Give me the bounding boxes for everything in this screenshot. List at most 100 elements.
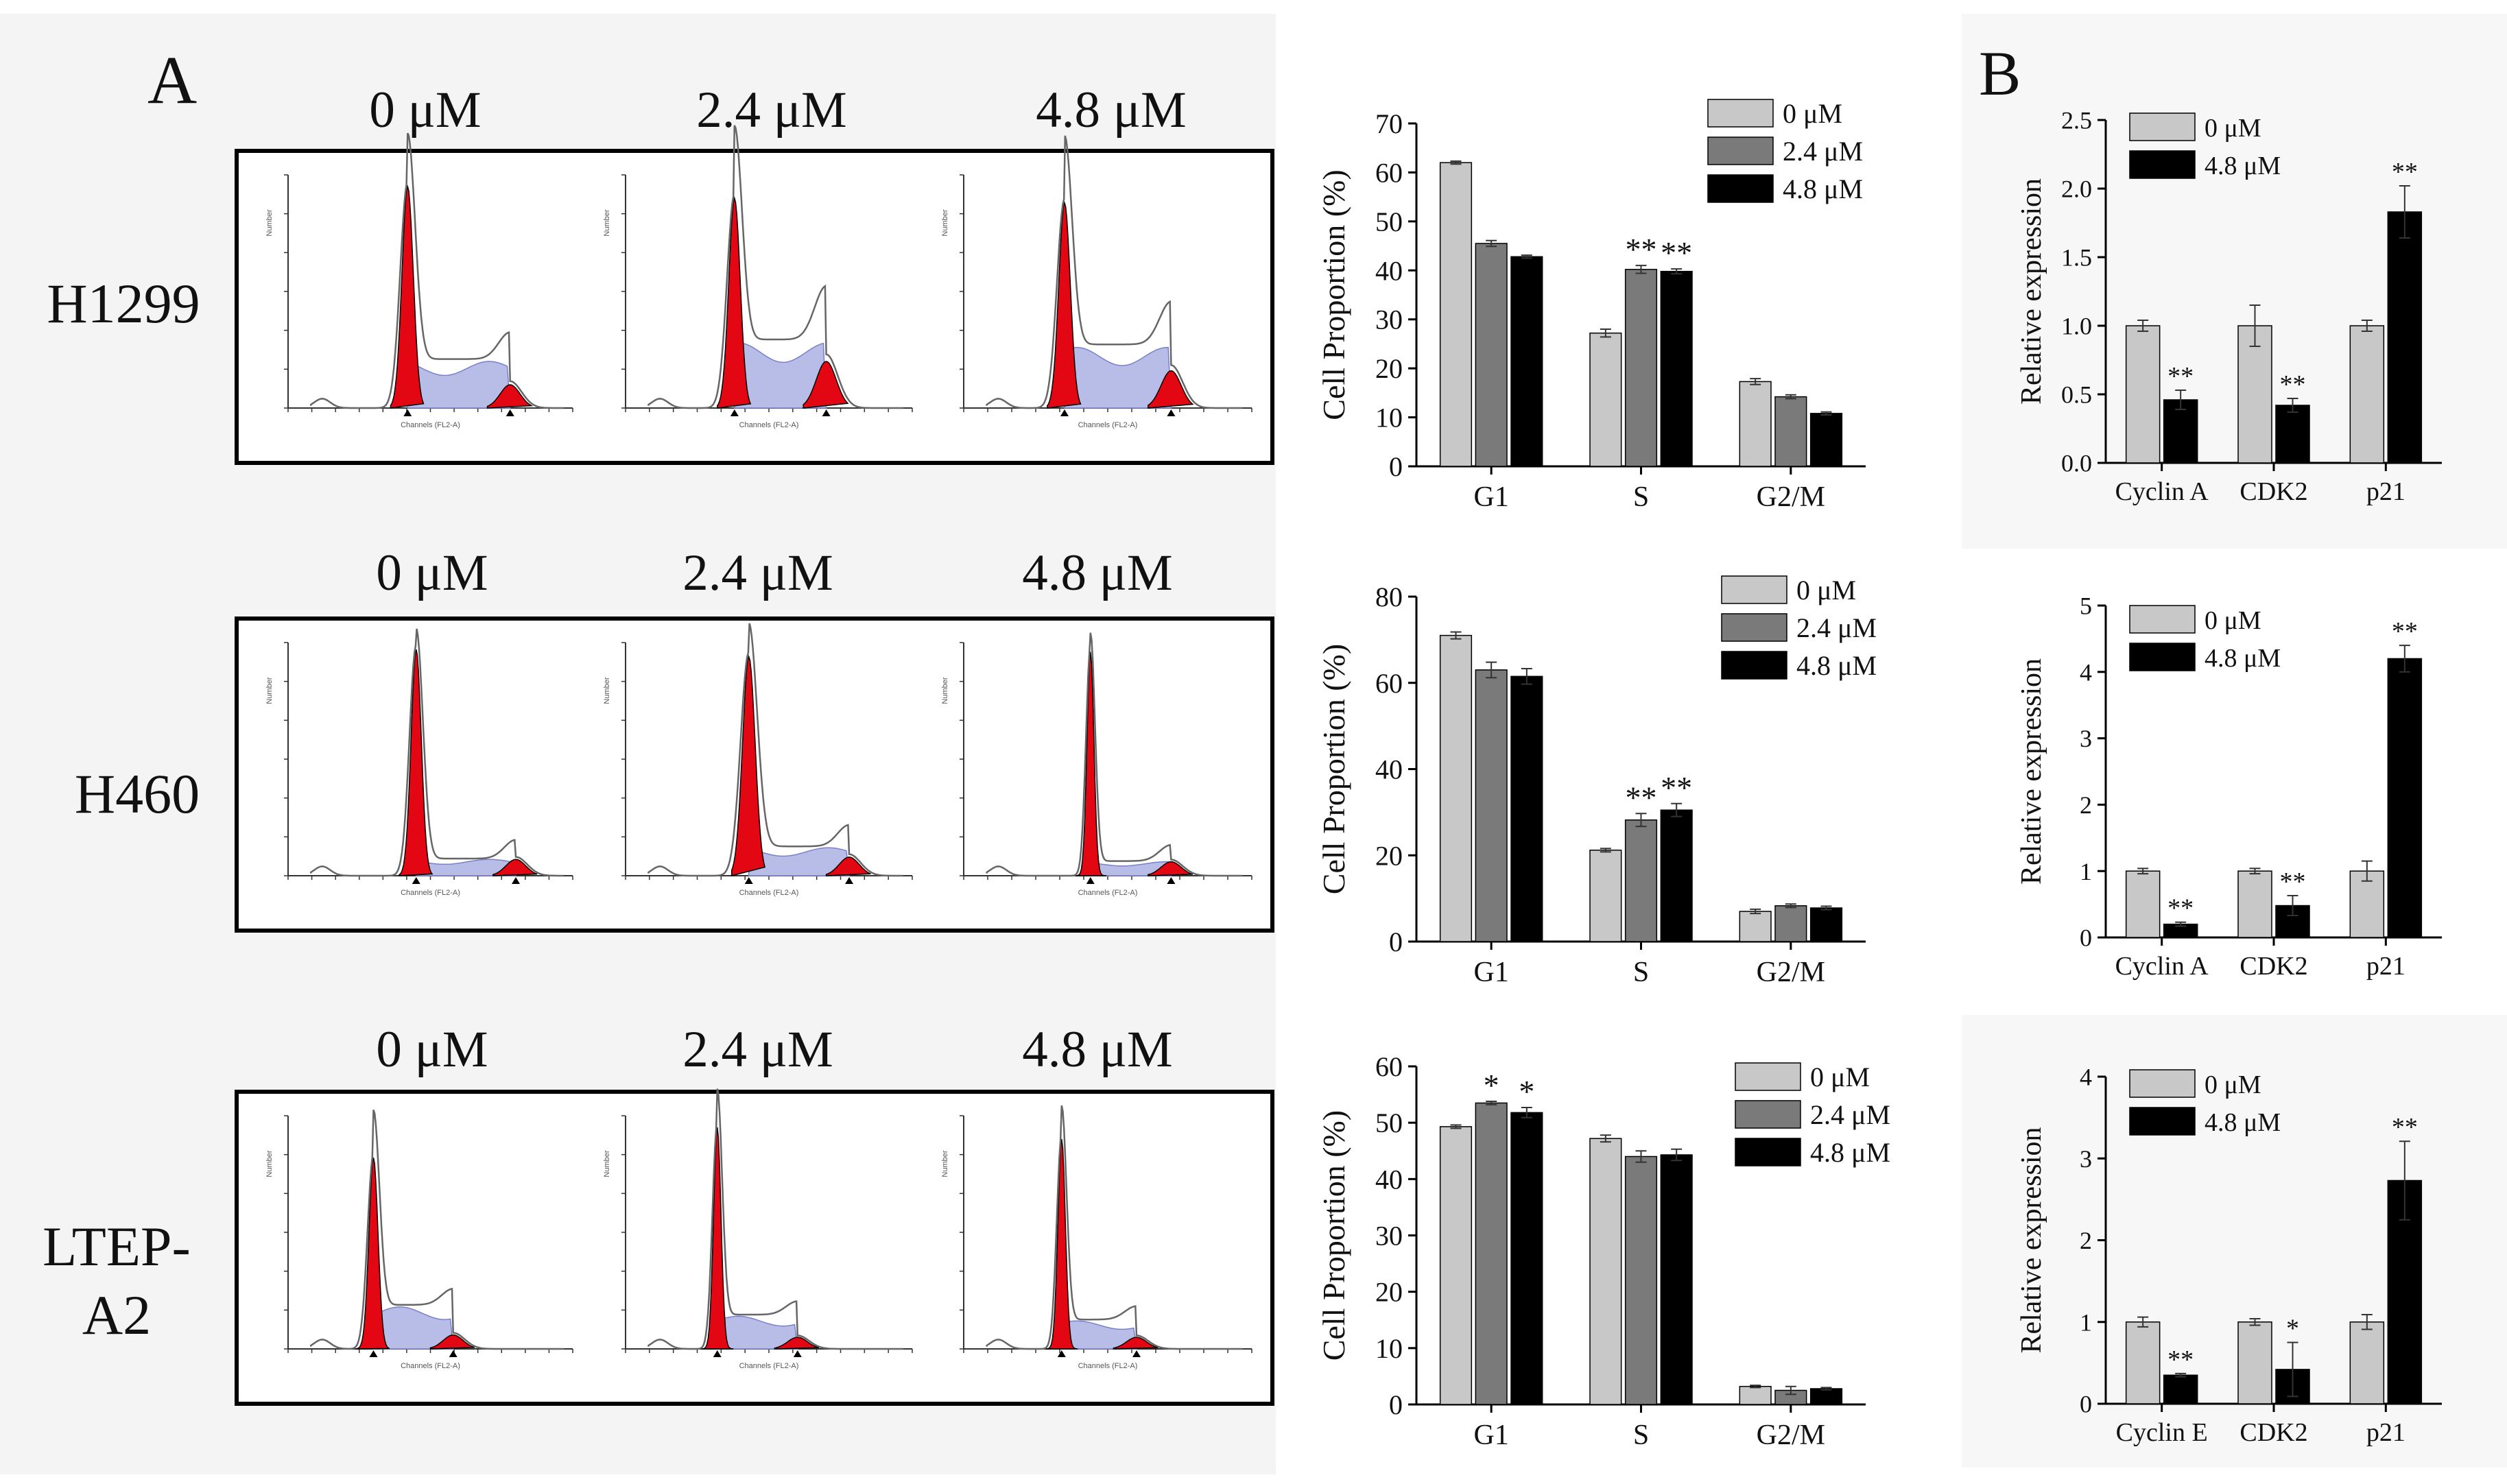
dose-header-4-8: 4.8 μM: [1036, 82, 1186, 139]
cell-cycle-chart: 0 20 40 60 80 Cell Proportion (%) G1 S ** ** G2/M 0…: [1316, 575, 1877, 988]
legend-label: 4.8 μM: [2205, 1108, 2281, 1137]
flow-peak-marker: [506, 409, 514, 416]
significance-mark: *: [1484, 1068, 1499, 1103]
legend-label: 0 μM: [2205, 114, 2261, 143]
flow-g1-peak: [730, 654, 765, 876]
y-tick-label: 1: [2080, 1308, 2092, 1336]
significance-mark: **: [2167, 1345, 2194, 1374]
legend-label: 0 μM: [1796, 575, 1856, 606]
flow-peak-marker: [845, 877, 854, 884]
bar: [2237, 1321, 2272, 1404]
y-tick-label: 3: [2080, 1145, 2092, 1173]
dose-header-4-8: 4.8 μM: [1022, 544, 1172, 601]
y-axis-label: Relative expression: [2016, 658, 2047, 885]
flow-g1-peak: [399, 649, 433, 876]
y-tick-label: 2: [2080, 1227, 2092, 1254]
dose-header-0: 0 μM: [376, 544, 488, 601]
flow-g2-peak: [429, 1334, 475, 1350]
flow-s-phase-area: [407, 361, 511, 409]
legend-label: 2.4 μM: [1796, 612, 1877, 643]
category-label: S: [1633, 957, 1649, 988]
y-tick-label: 0: [2080, 1391, 2092, 1418]
y-tick-label: 1.0: [2061, 313, 2092, 340]
flow-x-axis-label: Channels (FL2-A): [739, 889, 799, 897]
flow-y-axis-label: Number: [941, 209, 949, 236]
bar: [1809, 413, 1843, 467]
flow-s-phase-area: [717, 1315, 798, 1350]
y-tick-label: 0.5: [2061, 381, 2092, 409]
category-label: G2/M: [1757, 957, 1825, 988]
flow-histogram: Channels (FL2-A) Number: [941, 632, 1252, 897]
bar: [2237, 870, 2272, 938]
dose-header-2-4: 2.4 μM: [682, 544, 833, 601]
category-label: G2/M: [1757, 1420, 1825, 1451]
flow-x-axis-label: Channels (FL2-A): [401, 889, 460, 897]
flow-g1-peak: [1073, 651, 1107, 876]
bar: [2125, 1321, 2161, 1404]
bar: [1660, 1154, 1693, 1405]
flow-s-phase-area: [372, 1306, 454, 1350]
flow-x-axis-label: Channels (FL2-A): [1078, 889, 1138, 897]
legend-label: 4.8 μM: [1796, 650, 1877, 681]
bar: [2349, 325, 2385, 464]
flow-row-frame: [235, 1090, 1274, 1406]
legend-label: 4.8 μM: [2205, 152, 2281, 180]
bar: [2387, 211, 2423, 464]
flow-peak-marker: [369, 1350, 378, 1357]
flow-peak-marker: [412, 877, 420, 884]
bar: [2387, 658, 2423, 938]
y-tick-label: 60: [1375, 1051, 1403, 1082]
category-label: S: [1633, 481, 1649, 513]
panel-label-a: A: [147, 42, 197, 118]
category-label: G1: [1473, 957, 1508, 988]
flow-x-axis-label: Channels (FL2-A): [739, 421, 799, 429]
bar: [2275, 405, 2310, 464]
bar: [1439, 634, 1473, 942]
relative-expression-chart: 0 1 2 3 4 Relative expression Cyclin E ** CDK2 * p…: [2016, 1064, 2442, 1447]
significance-mark: **: [1626, 780, 1657, 815]
flow-peak-marker: [403, 409, 412, 416]
significance-mark: **: [2392, 617, 2418, 646]
legend-swatch: [2129, 1107, 2196, 1136]
bar: [1739, 1385, 1772, 1405]
category-label: G1: [1473, 481, 1508, 513]
flow-peak-marker: [512, 877, 520, 884]
y-tick-label: 1.5: [2061, 244, 2092, 272]
bar: [1510, 1112, 1543, 1405]
y-tick-label: 10: [1375, 403, 1403, 433]
legend-swatch: [1735, 1062, 1801, 1091]
flow-peak-marker: [822, 409, 831, 416]
cell-line-label: H1299: [47, 272, 200, 335]
y-tick-label: 1: [2080, 858, 2092, 885]
y-axis-label: Relative expression: [2016, 178, 2047, 405]
category-label: G2/M: [1757, 481, 1825, 513]
flow-histogram: Channels (FL2-A) Number: [941, 135, 1252, 429]
flow-g2-peak: [492, 859, 538, 876]
significance-mark: **: [2392, 1113, 2418, 1142]
flow-row: Channels (FL2-A) Number Channels (FL2-A) Nu…: [265, 125, 1252, 429]
flow-g2-peak: [1148, 861, 1193, 876]
flow-s-phase-area: [1064, 346, 1172, 409]
bar: [1475, 243, 1508, 467]
y-tick-label: 5: [2080, 593, 2092, 620]
y-tick-label: 30: [1375, 1221, 1403, 1252]
y-tick-label: 3: [2080, 725, 2092, 752]
flow-y-axis-label: Number: [941, 677, 949, 704]
legend-label: 0 μM: [2205, 1070, 2261, 1099]
flow-g1-peak: [1047, 201, 1082, 409]
bar: [1660, 809, 1693, 942]
bar: [1624, 1156, 1658, 1405]
y-tick-label: 0: [1389, 451, 1403, 482]
y-tick-label: 80: [1375, 582, 1403, 612]
legend-swatch: [1721, 613, 1787, 642]
bar: [1475, 669, 1508, 942]
bar: [1589, 849, 1622, 942]
flow-s-phase-area: [1061, 1320, 1137, 1350]
flow-g2-peak: [1113, 1337, 1159, 1350]
category-label: S: [1633, 1420, 1649, 1451]
category-label: p21: [2366, 1418, 2405, 1447]
significance-mark: **: [2392, 158, 2418, 187]
flow-g2-peak: [486, 384, 534, 409]
flow-envelope-line: [647, 125, 903, 409]
y-tick-label: 70: [1375, 108, 1403, 139]
